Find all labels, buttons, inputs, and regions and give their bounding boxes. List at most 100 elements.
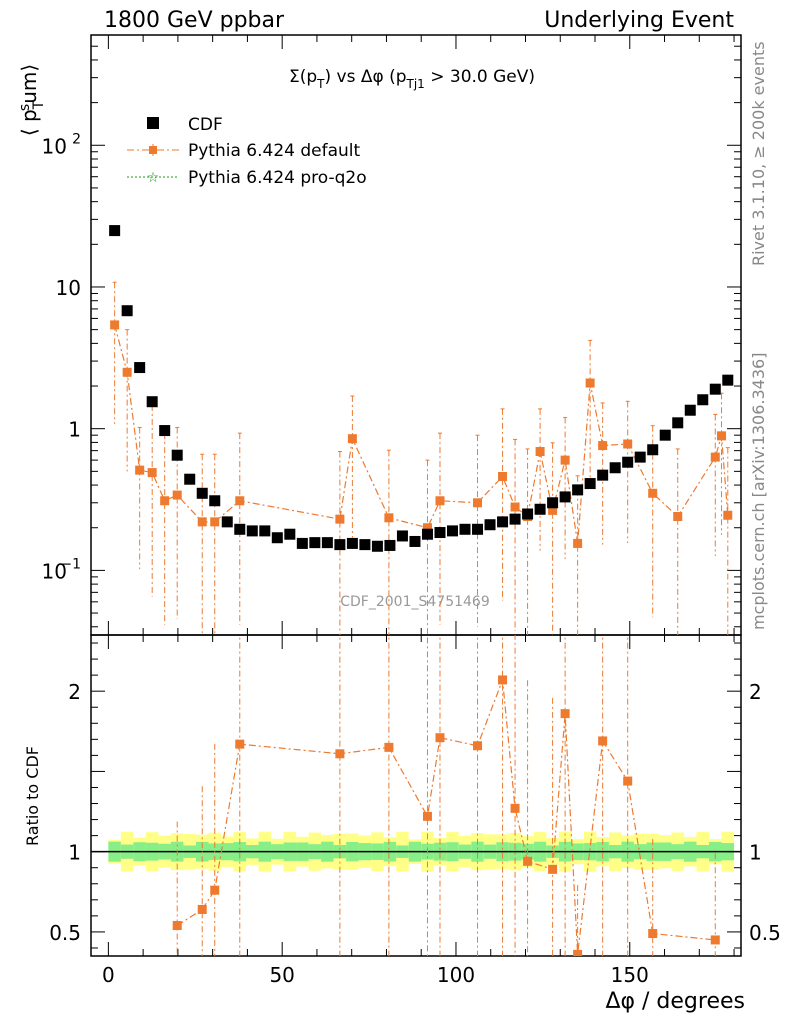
cdf-point [622, 456, 634, 468]
ratio-y-tick-label: 0.5 [49, 921, 81, 945]
pythia-default-series [110, 281, 733, 635]
cdf-point [572, 484, 584, 496]
title-text: ) vs Δφ (p [324, 67, 406, 87]
cdf-point [146, 396, 158, 408]
ratio-plot-frame [90, 634, 742, 957]
cdf-point [221, 516, 233, 528]
ratio-line [176, 679, 716, 955]
ratio-point [710, 935, 720, 945]
cdf-point [346, 537, 358, 549]
x-tick-label: 150 [611, 963, 649, 987]
cdf-point [321, 537, 333, 549]
pythia-default-point [648, 488, 658, 498]
cdf-point [647, 444, 659, 456]
ratio-point [335, 749, 345, 759]
cdf-point [634, 451, 646, 463]
pythia-default-point [723, 510, 733, 520]
pythia-default-point [160, 496, 170, 506]
ratio-point [560, 709, 570, 719]
cdf-point [109, 225, 121, 237]
pythia-default-point [135, 465, 145, 475]
main-y-axis-label: ⟨ pTsum⟩ [17, 64, 47, 136]
pythia-default-point [573, 538, 583, 548]
x-tick-label: 100 [437, 963, 475, 987]
x-axis-label: Δφ / degrees [605, 989, 745, 1014]
cdf-series [109, 225, 734, 552]
title-sub: T [316, 77, 325, 91]
ratio-point [598, 736, 608, 746]
cdf-point [259, 525, 271, 537]
cdf-point [309, 537, 321, 549]
cdf-point [709, 383, 721, 395]
cdf-point [121, 305, 133, 317]
x-tick-label: 50 [269, 963, 294, 987]
ratio-point [172, 921, 182, 931]
pythia-default-point [498, 471, 508, 481]
cdf-point [359, 539, 371, 551]
ratio-y-tick-label-right: 1 [749, 841, 762, 865]
cdf-point [371, 540, 383, 552]
cdf-point [609, 462, 621, 474]
ratio-point [435, 733, 445, 743]
cdf-point [159, 425, 171, 437]
cdf-point [184, 473, 196, 485]
cdf-point [697, 394, 709, 406]
y-label-sub: T [31, 100, 47, 110]
mcplots-label: mcplots.cern.ch [arXiv:1306.3436] [749, 352, 768, 630]
y-label-rest: um⟩ [17, 64, 41, 104]
x-tick-label: 0 [102, 963, 115, 987]
cdf-point [434, 527, 446, 539]
ratio-y-tick-label: 2 [68, 680, 81, 704]
pythia-default-point [235, 496, 245, 506]
cdf-point [722, 374, 734, 386]
legend-default-marker [149, 146, 157, 154]
y-tick-label-0.1: 10 [42, 559, 67, 583]
ratio-point [473, 741, 483, 751]
pythia-default-point [598, 441, 608, 451]
plot-title: Σ(pT) vs Δφ (pTj1 > 30.0 GeV) [289, 67, 535, 91]
ratio-point [623, 776, 633, 786]
title-text: > 30.0 GeV) [425, 67, 535, 87]
cdf-point [209, 495, 221, 507]
ratio-pythia-default-series [172, 635, 720, 956]
pythia-default-point [673, 512, 683, 522]
pythia-default-point [710, 452, 720, 462]
ratio-point [548, 864, 558, 874]
legend-cdf-marker [147, 117, 159, 129]
ratio-point [510, 803, 520, 813]
y-tick-exponent: 2 [72, 131, 81, 147]
cdf-point [597, 469, 609, 481]
ratio-point [648, 929, 658, 939]
cdf-point [547, 497, 559, 509]
legend-proq2o-star-icon: ☆ [147, 170, 160, 186]
cdf-point [384, 539, 396, 551]
y-tick-label-100: 10 [42, 134, 67, 158]
legend-cdf-label: CDF [188, 115, 223, 135]
pythia-default-point [147, 468, 157, 478]
ratio-point [573, 949, 583, 956]
cdf-point [559, 491, 571, 503]
pythia-default-point [560, 455, 570, 465]
legend-default-label: Pythia 6.424 default [188, 141, 361, 161]
title-sub: Tj1 [406, 77, 425, 91]
pythia-default-point [210, 517, 220, 527]
cdf-point [446, 525, 458, 537]
header-right-title: Underlying Event [544, 8, 734, 33]
cdf-point [134, 362, 146, 374]
pythia-default-point [435, 496, 445, 506]
ratio-point [384, 742, 394, 752]
cdf-point [396, 530, 408, 542]
pythia-default-point [197, 517, 207, 527]
legend-proq2o-label: Pythia 6.424 pro-q2o [188, 168, 367, 188]
cdf-point [271, 532, 283, 544]
cdf-point [659, 429, 671, 441]
ratio-point [210, 885, 220, 895]
pythia-default-point [717, 431, 727, 441]
cdf-point [409, 535, 421, 547]
pythia-default-point [548, 505, 558, 515]
cdf-point [534, 503, 546, 515]
y-tick-label-10: 10 [56, 276, 81, 300]
pythia-default-point [623, 439, 633, 449]
ratio-y-axis-label: Ratio to CDF [23, 746, 42, 846]
analysis-watermark: CDF_2001_S4751469 [340, 594, 489, 610]
